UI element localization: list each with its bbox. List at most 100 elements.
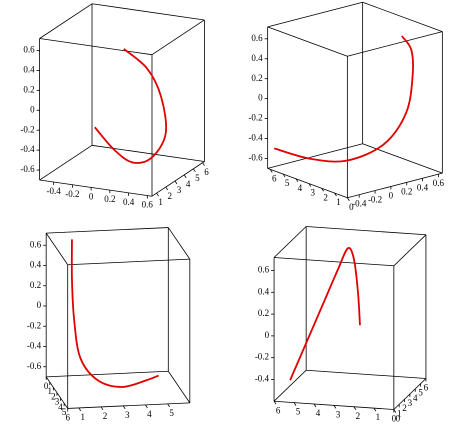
y-tick-label: 6 <box>276 405 281 415</box>
z-tick-label: 0.6 <box>23 45 35 55</box>
box-edge <box>267 143 363 169</box>
x-tick-label: 0 <box>89 192 94 202</box>
z-tick-label: -0.4 <box>255 373 270 383</box>
box-edge <box>393 234 427 267</box>
box-edge <box>273 369 307 402</box>
y-tick-label: 6 <box>272 173 277 183</box>
box-edge <box>39 3 93 39</box>
z-tick-label: 0.4 <box>251 53 263 63</box>
z-tick-label: 0.4 <box>30 260 42 270</box>
box-edge <box>362 1 443 32</box>
y-tick-label: 4 <box>147 409 152 419</box>
box-edge <box>267 168 348 199</box>
x-tick-label: 3 <box>55 397 60 407</box>
y-tick <box>174 180 178 185</box>
y-tick <box>333 405 337 409</box>
z-tick-label: 0 <box>265 330 270 340</box>
box-edge <box>274 257 394 267</box>
y-tick-label: 2 <box>168 191 173 201</box>
z-tick-label: -0.6 <box>27 361 42 371</box>
x-tick-label: 5 <box>418 388 423 398</box>
y-tick-label: 6 <box>204 167 209 177</box>
box-edge <box>167 227 191 260</box>
x-tick-label: 2 <box>51 391 56 401</box>
y-tick <box>100 406 104 411</box>
z-tick-label: 0.4 <box>23 64 35 74</box>
z-tick-label: 0 <box>258 93 263 103</box>
z-tick-label: -0.2 <box>27 320 41 330</box>
y-tick-label: 1 <box>158 197 163 207</box>
box-edge <box>362 143 443 174</box>
box-edge <box>46 370 169 378</box>
z-tick-label: 0.2 <box>258 308 269 318</box>
x-tick-label: 0.6 <box>142 200 154 210</box>
y-tick <box>282 173 286 178</box>
box-edge <box>39 179 153 197</box>
y-tick-label: 5 <box>195 173 200 183</box>
x-tick-label: 6 <box>65 413 70 423</box>
y-tick <box>293 402 297 406</box>
box-edge <box>273 226 307 258</box>
x-tick-label: 4 <box>58 402 63 412</box>
box-edge <box>151 19 205 56</box>
x-tick-label: 1 <box>48 386 53 396</box>
x-tick-label: 0.4 <box>417 182 429 192</box>
box-edge <box>45 232 69 265</box>
x-tick-label: 1 <box>397 408 402 418</box>
box-edge <box>67 402 190 409</box>
y-tick <box>156 192 159 197</box>
box-edge <box>91 144 205 162</box>
y-tick <box>183 174 187 179</box>
y-tick-label: 3 <box>125 410 130 420</box>
y-tick-label: 5 <box>169 408 174 418</box>
y-tick <box>145 404 148 409</box>
y-tick <box>202 162 205 166</box>
box-edge <box>46 227 169 234</box>
x-tick-label: 0.2 <box>104 194 115 204</box>
x-tick-label: 6 <box>424 383 429 393</box>
z-tick-label: 0.6 <box>251 33 263 43</box>
y-tick-label: 2 <box>323 192 328 202</box>
y-tick-label: 4 <box>186 179 191 189</box>
z-tick-label: -0.6 <box>20 164 35 174</box>
y-tick <box>295 178 299 183</box>
box-edge <box>167 371 191 404</box>
z-tick-label: -0.4 <box>20 144 35 154</box>
z-tick-label: 0.6 <box>30 239 42 249</box>
y-tick-label: 1 <box>81 412 86 422</box>
z-tick-label: -0.2 <box>255 352 269 362</box>
y-tick-label: 1 <box>336 197 341 207</box>
y-tick <box>122 405 126 410</box>
z-tick-label: 0.2 <box>251 73 262 83</box>
x-tick-label: -0.4 <box>352 199 367 209</box>
box-edge <box>39 38 153 56</box>
x-tick-label: -0.4 <box>47 186 62 196</box>
y-tick <box>313 403 317 408</box>
box-edge <box>306 226 426 236</box>
x-tick-label: 0 <box>389 191 394 201</box>
y-tick <box>393 409 397 413</box>
y-tick-label: 2 <box>103 411 108 421</box>
x-tick-label: 0.6 <box>433 178 445 188</box>
y-tick-label: 3 <box>336 409 341 419</box>
x-tick-label: 5 <box>62 407 67 417</box>
curve <box>273 35 414 163</box>
y-tick <box>193 168 196 173</box>
y-tick <box>353 406 357 410</box>
z-tick-label: 0.2 <box>30 280 41 290</box>
y-tick-label: 0 <box>349 202 354 212</box>
y-tick <box>167 403 170 408</box>
curve <box>289 246 361 381</box>
curve <box>94 48 167 164</box>
y-tick <box>321 188 324 192</box>
y-tick-label: 4 <box>316 408 321 418</box>
box-edge <box>347 31 443 57</box>
z-tick-label: -0.4 <box>27 341 42 351</box>
y-tick-label: 5 <box>296 407 301 417</box>
y-tick <box>334 192 337 197</box>
x-tick-label: 0 <box>44 381 49 391</box>
y-tick-label: 2 <box>356 411 361 421</box>
x-tick-label: 3 <box>408 398 413 408</box>
